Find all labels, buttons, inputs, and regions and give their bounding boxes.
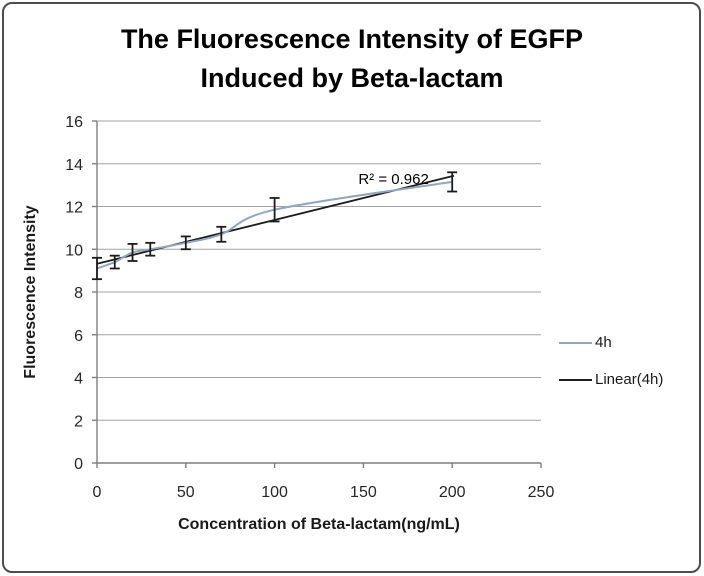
r-squared-annotation: R² = 0.962: [358, 170, 429, 188]
x-axis-title: Concentration of Beta-lactam(ng/mL): [178, 516, 460, 533]
x-tick-label-200: 200: [439, 484, 466, 501]
x-tick-label-100: 100: [261, 484, 288, 501]
legend-label-linear-4h: Linear(4h): [595, 371, 664, 388]
x-tick-label-250: 250: [528, 484, 555, 501]
y-tick-label-4: 4: [74, 371, 83, 388]
y-tick-label-10: 10: [65, 242, 83, 259]
chart-title-line-2: Induced by Beta-lactam: [200, 63, 504, 93]
x-tick-label-50: 50: [177, 484, 195, 501]
y-tick-label-6: 6: [74, 328, 83, 345]
y-tick-label-16: 16: [65, 114, 83, 131]
legend-line-sample-linear-4h: [559, 378, 592, 381]
y-tick-label-14: 14: [65, 157, 83, 174]
y-tick-label-0: 0: [74, 456, 83, 473]
legend-line-sample-4h: [559, 341, 592, 344]
y-tick-label-2: 2: [74, 413, 83, 430]
legend-item-linear-4h: Linear(4h): [559, 361, 663, 398]
y-tick-label-8: 8: [74, 285, 83, 302]
chart-title-line-1: The Fluorescence Intensity of EGFP: [120, 24, 584, 54]
series-line-4h: [96, 180, 453, 270]
legend: 4h Linear(4h): [559, 324, 663, 398]
chart-title: The Fluorescence Intensity of EGFP Induc…: [0, 20, 704, 98]
y-tick-label-12: 12: [65, 200, 83, 217]
legend-label-4h: 4h: [595, 334, 612, 351]
x-tick-label-0: 0: [93, 484, 102, 501]
legend-item-4h: 4h: [559, 324, 663, 361]
x-tick-label-150: 150: [350, 484, 377, 501]
